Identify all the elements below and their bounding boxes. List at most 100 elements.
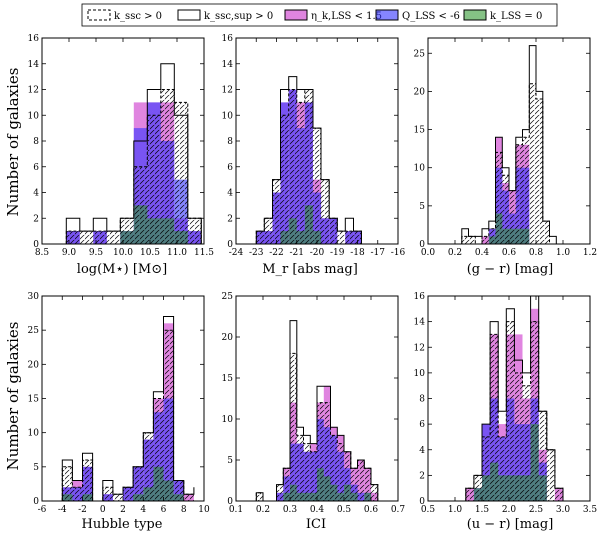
ici-xtick-label-2: 0.3: [283, 505, 298, 515]
ur-dashed-bar-6: [514, 372, 523, 501]
mr-xtick-label-2: -22: [269, 248, 284, 258]
gr-kssc-outline: [461, 45, 557, 244]
gr-dashed-bar-9: [522, 137, 530, 244]
ur-dashed-bar-8: [530, 321, 539, 501]
ici-dashed-bar-13: [344, 451, 351, 501]
ur-xtick-label-0: 0.5: [421, 505, 436, 515]
ici-ytick-label-1: 5: [227, 456, 233, 466]
mr-dashed-bar-0: [256, 231, 265, 244]
hubble-dashed-bar-10: [163, 330, 174, 501]
hubble-xtick-label-6: 6: [161, 505, 167, 515]
ur-xtick-label-2: 1.5: [475, 505, 490, 515]
mstar-ytick-label-5: 10: [28, 111, 40, 121]
mstar-xtick-label-4: 10.5: [140, 248, 160, 258]
mr-dashed-bar-1: [264, 218, 273, 244]
gr-xtick-label-4: 0.8: [529, 248, 544, 258]
ici-dashed-bar-0: [256, 492, 264, 501]
hubble-ytick-label-5: 25: [28, 326, 40, 336]
gr-xtick-label-0: 0.0: [421, 248, 436, 258]
ici-dashed-bar-16: [364, 468, 372, 501]
ici-xtick-label-3: 0.4: [310, 505, 325, 515]
ici-xtick-label-6: 0.7: [391, 505, 406, 515]
xlabel-mstar: log(M⋆) [M⊙]: [77, 262, 167, 277]
ici-dashed-bar-4: [283, 468, 291, 501]
ur-ytick-label-4: 8: [419, 395, 425, 405]
hubble-dashed-bar-9: [153, 398, 164, 501]
ici-dashed-bar-6: [296, 435, 304, 501]
legend-label-k0: k_LSS = 0: [490, 11, 542, 22]
xlabel-gr: (g − r) [mag]: [467, 262, 554, 277]
mstar-kssc-outline: [65, 63, 202, 244]
gr-xtick-label-2: 0.4: [475, 248, 490, 258]
hubble-ytick-label-0: 0: [33, 497, 39, 507]
hubble-dashed-bar-0: [62, 466, 73, 501]
gr-dashed-bar-5: [495, 152, 503, 244]
gr-dashed-bar-3: [482, 236, 489, 244]
hubble-ytick-label-3: 15: [28, 395, 40, 405]
mr-dashed-bar-6: [304, 89, 313, 244]
legend: k_ssc > 0 k_ssc,sup > 0 η_k,LSS < 1.5 Q_…: [81, 3, 558, 27]
mr-dashed-bar-12: [353, 231, 362, 244]
hubble-kssc-outline: [61, 316, 195, 501]
ur-dashed-bar-5: [506, 321, 515, 501]
mstar-xtick-label-5: 11.0: [167, 248, 187, 258]
mr-xtick-label-5: -19: [330, 248, 345, 258]
gr-xtick-label-5: 1.0: [556, 248, 571, 258]
mstar-ytick-label-3: 6: [33, 163, 39, 173]
mr-dashed-bar-7: [313, 128, 322, 244]
hubble-xtick-label-7: 8: [181, 505, 187, 515]
mstar-ytick-label-1: 2: [33, 214, 39, 224]
mstar-ytick-label-2: 4: [33, 189, 39, 199]
mr-dashed-bar-10: [337, 231, 346, 244]
ur-ytick-label-2: 4: [419, 446, 425, 456]
mr-xtick-label-1: -23: [249, 248, 264, 258]
gr-dashed-bar-10: [529, 83, 537, 244]
ici-xtick-label-5: 0.6: [364, 505, 379, 515]
mr-xtick-label-3: -21: [290, 248, 305, 258]
ur-ytick-label-0: 0: [419, 497, 425, 507]
mr-dashed-bar-4: [288, 89, 297, 244]
gr-dashed-bar-12: [542, 221, 550, 244]
mstar-dashed-bar-6: [147, 115, 161, 244]
mstar-dashed-bar-5: [133, 166, 148, 244]
mstar-xtick-label-6: 11.5: [194, 248, 214, 258]
mstar-xtick-label-1: 9.0: [62, 248, 77, 258]
mr-ytick-label-3: 6: [227, 163, 233, 173]
ici-dashed-bar-17: [371, 484, 378, 501]
mr-xtick-label-4: -20: [310, 248, 325, 258]
ylabel-bottom: Number of galaxies: [4, 322, 22, 471]
gr-dashed-bar-7: [509, 190, 516, 244]
ici-ytick-label-5: 25: [222, 292, 234, 302]
mr-dashed-bar-11: [345, 231, 354, 244]
legend-swatch-eta: [284, 9, 308, 21]
ici-dashed-bar-14: [350, 468, 358, 501]
mr-dashed-bar-9: [329, 218, 338, 244]
ur-ytick-label-5: 10: [414, 369, 426, 379]
ur-xtick-label-1: 1.0: [448, 505, 463, 515]
gr-ytick-label-3: 15: [414, 126, 426, 136]
legend-label-q: Q_LSS < -6: [402, 11, 460, 22]
ici-dashed-bar-15: [357, 460, 365, 501]
mr-ytick-label-7: 14: [222, 60, 234, 70]
mstar-ytick-label-7: 14: [28, 60, 40, 70]
ici-ytick-label-4: 20: [222, 333, 234, 343]
gr-ytick-label-5: 25: [414, 49, 426, 59]
ici-ytick-label-2: 10: [222, 415, 234, 425]
mstar-dashed-bar-3: [106, 231, 121, 244]
legend-frame: [81, 3, 558, 27]
ici-ytick-label-0: 0: [227, 497, 233, 507]
hubble-dashed-bar-6: [123, 487, 134, 501]
mstar-xtick-label-0: 8.5: [35, 248, 50, 258]
ur-dashed-bar-1: [473, 475, 482, 501]
xlabel-ur: (u − r) [mag]: [467, 517, 554, 532]
ici-dashed-bar-3: [276, 484, 284, 501]
mstar-ytick-label-4: 8: [33, 137, 39, 147]
mr-ytick-label-8: 16: [222, 34, 234, 44]
mstar-dashed-bar-2: [93, 231, 107, 244]
hubble-dashed-bar-2: [82, 460, 93, 501]
gr-dashed-bar-0: [461, 236, 469, 244]
gr-ytick-label-1: 5: [419, 202, 425, 212]
ici-dashed-bar-11: [330, 435, 338, 501]
ur-ytick-label-1: 2: [419, 471, 425, 481]
